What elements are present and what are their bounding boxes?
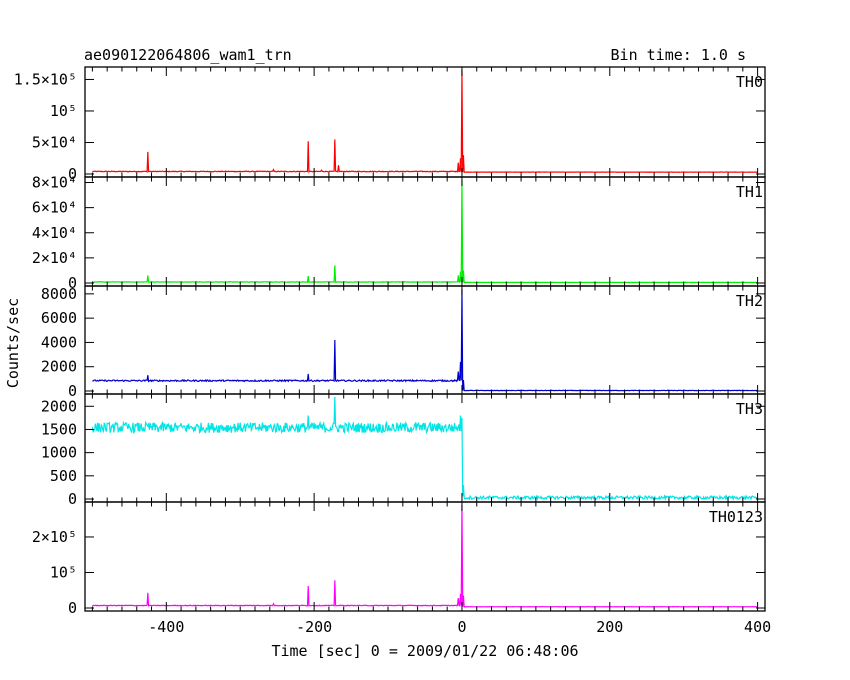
y-tick-label: 4000: [41, 333, 77, 351]
panel-label: TH2: [736, 292, 763, 310]
series-line-th1: [92, 179, 758, 284]
y-tick-label: 500: [50, 467, 77, 485]
y-tick-label: 5×10⁴: [32, 133, 77, 151]
panel-frame: [84, 393, 766, 503]
y-tick-label: 1500: [41, 420, 77, 438]
x-tick-label: -200: [296, 618, 332, 636]
y-tick-label: 0: [68, 274, 77, 292]
series-line-th0123: [92, 504, 758, 608]
y-axis-label: Counts/sec: [4, 298, 22, 388]
y-tick-label: 0: [68, 382, 77, 400]
bin-time-label: Bin time: 1.0 s: [611, 46, 746, 64]
y-tick-label: 6×10⁴: [32, 199, 77, 217]
x-tick-labels: -400 -200 0 200 400: [148, 618, 771, 636]
x-axis-label: Time [sec] 0 = 2009/01/22 06:48:06: [271, 642, 578, 660]
panel-th1: 0 2×10⁴ 4×10⁴ 6×10⁴ 8×10⁴ TH1: [32, 174, 766, 292]
y-tick-label: 1.5×10⁵: [14, 70, 77, 88]
panel-label: TH1: [736, 183, 763, 201]
series-line-th0: [92, 69, 758, 174]
y-tick-label: 10⁵: [50, 102, 77, 120]
y-tick-label: 0: [68, 490, 77, 508]
y-tick-label: 1000: [41, 444, 77, 462]
y-tick-label: 0: [68, 599, 77, 617]
panel-th0: 0 5×10⁴ 10⁵ 1.5×10⁵ TH0: [14, 66, 766, 183]
series-line-th2: [92, 288, 758, 392]
y-tick-label: 6000: [41, 309, 77, 327]
panel-frame: [84, 285, 766, 395]
panel-th0123: 0 10⁵ 2×10⁵ TH0123: [32, 501, 766, 617]
panel-label: TH0123: [709, 508, 763, 526]
x-tick-label: 400: [744, 618, 771, 636]
y-tick-label: 2×10⁴: [32, 249, 77, 267]
panel-frame: [84, 501, 766, 612]
y-tick-label: 2000: [41, 397, 77, 415]
y-tick-label: 8000: [41, 285, 77, 303]
series-line-th3: [91, 396, 758, 502]
y-tick-label: 4×10⁴: [32, 224, 77, 242]
panel-th2: 0 2000 4000 6000 8000 TH2: [41, 285, 766, 400]
x-tick-label: 0: [457, 618, 466, 636]
chart-title: ae090122064806_wam1_trn: [84, 46, 292, 64]
panel-label: TH0: [736, 73, 763, 91]
y-tick-label: 2×10⁵: [32, 528, 77, 546]
panel-label: TH3: [736, 400, 763, 418]
x-tick-label: -400: [148, 618, 184, 636]
panels-group: 0 5×10⁴ 10⁵ 1.5×10⁵ TH0 0 2×10⁴ 4×10⁴ 6×10⁴ 8×10⁴…: [14, 66, 766, 617]
y-tick-label: 2000: [41, 358, 77, 376]
y-tick-label: 0: [68, 165, 77, 183]
x-tick-label: 200: [596, 618, 623, 636]
panel-frame: [84, 66, 766, 178]
y-tick-label: 8×10⁴: [32, 174, 77, 192]
panel-frame: [84, 176, 766, 287]
panel-th3: 0 500 1000 1500 2000 TH3: [41, 393, 766, 508]
y-tick-label: 10⁵: [50, 563, 77, 581]
